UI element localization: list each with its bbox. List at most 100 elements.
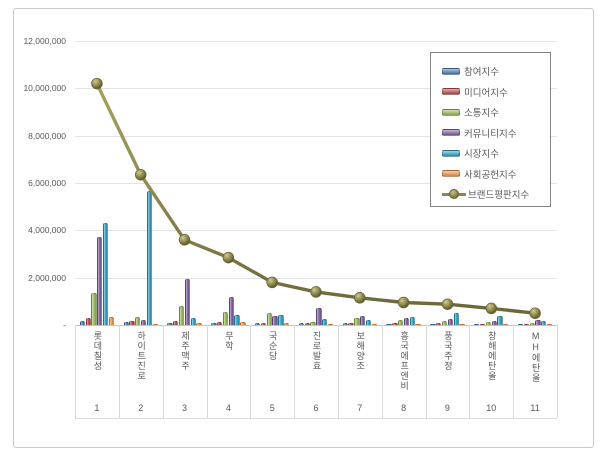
category-separator (337, 325, 339, 418)
bar (453, 313, 459, 325)
bar (190, 317, 196, 325)
legend-bar-swatch-icon (442, 67, 460, 75)
bar (348, 322, 354, 325)
category-separator (513, 325, 515, 418)
bar (497, 315, 503, 325)
legend-item: 참여지수 (442, 61, 546, 82)
legend-item-label: 브랜드평판지수 (468, 190, 530, 202)
category-separator (425, 325, 427, 418)
category-number: 9 (444, 403, 450, 413)
legend-item: 미디어지수 (442, 82, 546, 103)
bar (167, 322, 173, 325)
category-separator (469, 325, 471, 418)
legend-bar-swatch-icon (442, 149, 460, 157)
y-axis-tick-label: 12,000,000 (23, 36, 66, 46)
category-separator (557, 325, 558, 418)
category-number: 1 (94, 403, 100, 413)
bar (529, 322, 535, 325)
category-label: 창해에탄올 (469, 331, 513, 395)
legend-item-label: 시장지수 (464, 149, 499, 161)
bar (240, 321, 246, 325)
category-label-text: 흥국에프엔비 (399, 331, 410, 391)
category-separator (162, 325, 164, 418)
bar (459, 323, 465, 325)
bar (386, 323, 392, 325)
category-number: 6 (313, 403, 319, 413)
legend-item-label: 참여지수 (464, 67, 499, 79)
legend-item-label: 커뮤니티지수 (464, 128, 517, 140)
category-label-text: 진로발효 (311, 331, 322, 371)
category-number: 8 (401, 403, 407, 413)
bar (491, 320, 497, 325)
x-axis-bottom-line (75, 418, 557, 419)
legend-item-label: 사회공헌지수 (464, 169, 517, 181)
x-axis-line (75, 325, 557, 326)
bar (415, 323, 421, 325)
bar (365, 320, 372, 325)
category-number: 3 (181, 403, 187, 413)
legend-item: 시장지수 (442, 143, 546, 164)
category-number: 5 (269, 403, 275, 413)
bar (196, 323, 202, 325)
bar (322, 318, 328, 325)
bar (123, 322, 129, 325)
bar (398, 320, 404, 325)
bar (316, 308, 322, 325)
legend-bar-swatch-icon (442, 129, 460, 137)
legend-bar-swatch-icon (442, 108, 460, 116)
legend-item: 소통지수 (442, 102, 546, 123)
bar (97, 237, 103, 325)
bar (342, 322, 348, 325)
bar (146, 191, 153, 325)
bar (266, 313, 272, 325)
bar (79, 321, 86, 325)
bar (436, 323, 442, 325)
category-label-text: 창해에탄올 (486, 331, 497, 381)
legend-item-label: 소통지수 (464, 108, 499, 120)
bar (310, 322, 316, 325)
y-axis-tick-label: 4,000,000 (28, 225, 66, 236)
category-label-text: 보해양조 (355, 331, 366, 371)
category-number: 11 (530, 403, 540, 413)
category-label: MH에탄올 (513, 331, 557, 395)
bar (152, 323, 158, 325)
category-separator (206, 325, 208, 418)
bar (85, 317, 91, 325)
bar (284, 323, 290, 325)
category-separator (381, 325, 383, 418)
category-separator (118, 325, 120, 418)
bar (479, 323, 486, 325)
bar (354, 317, 360, 325)
bar (517, 323, 524, 325)
y-axis-tick-label: 6,000,000 (28, 178, 66, 188)
y-axis-tick-label: 10,000,000 (23, 83, 66, 94)
bar (485, 321, 492, 325)
legend-item: 브랜드평판지수 (442, 184, 546, 205)
bar (173, 321, 179, 325)
bar (140, 319, 147, 325)
bar (298, 323, 305, 325)
category-label: 하이트진로 (119, 331, 163, 395)
category-label: 롯데칠성 (75, 331, 119, 395)
bar (272, 315, 278, 325)
category-number: 4 (225, 403, 231, 413)
category-label: 보해양조 (338, 331, 382, 395)
category-separator (250, 325, 252, 418)
category-label: 풍국주정 (426, 331, 470, 395)
category-label-text: 롯데칠성 (92, 331, 103, 371)
y-axis-tick-label: 8,000,000 (28, 130, 66, 141)
bar (403, 317, 410, 325)
legend-item: 커뮤니티지수 (442, 123, 546, 144)
bar (217, 322, 223, 325)
legend-item: 사회공헌지수 (442, 164, 546, 185)
bar (535, 320, 541, 325)
category-label-text: 국순당 (267, 331, 278, 361)
category-label: 흥국에프엔비 (382, 331, 426, 395)
bar (503, 323, 509, 325)
category-separator (294, 325, 296, 418)
y-axis-tick-label: - (63, 320, 66, 330)
category-label: 국순당 (250, 331, 294, 395)
gridline (75, 41, 557, 42)
category-number: 10 (486, 403, 497, 413)
